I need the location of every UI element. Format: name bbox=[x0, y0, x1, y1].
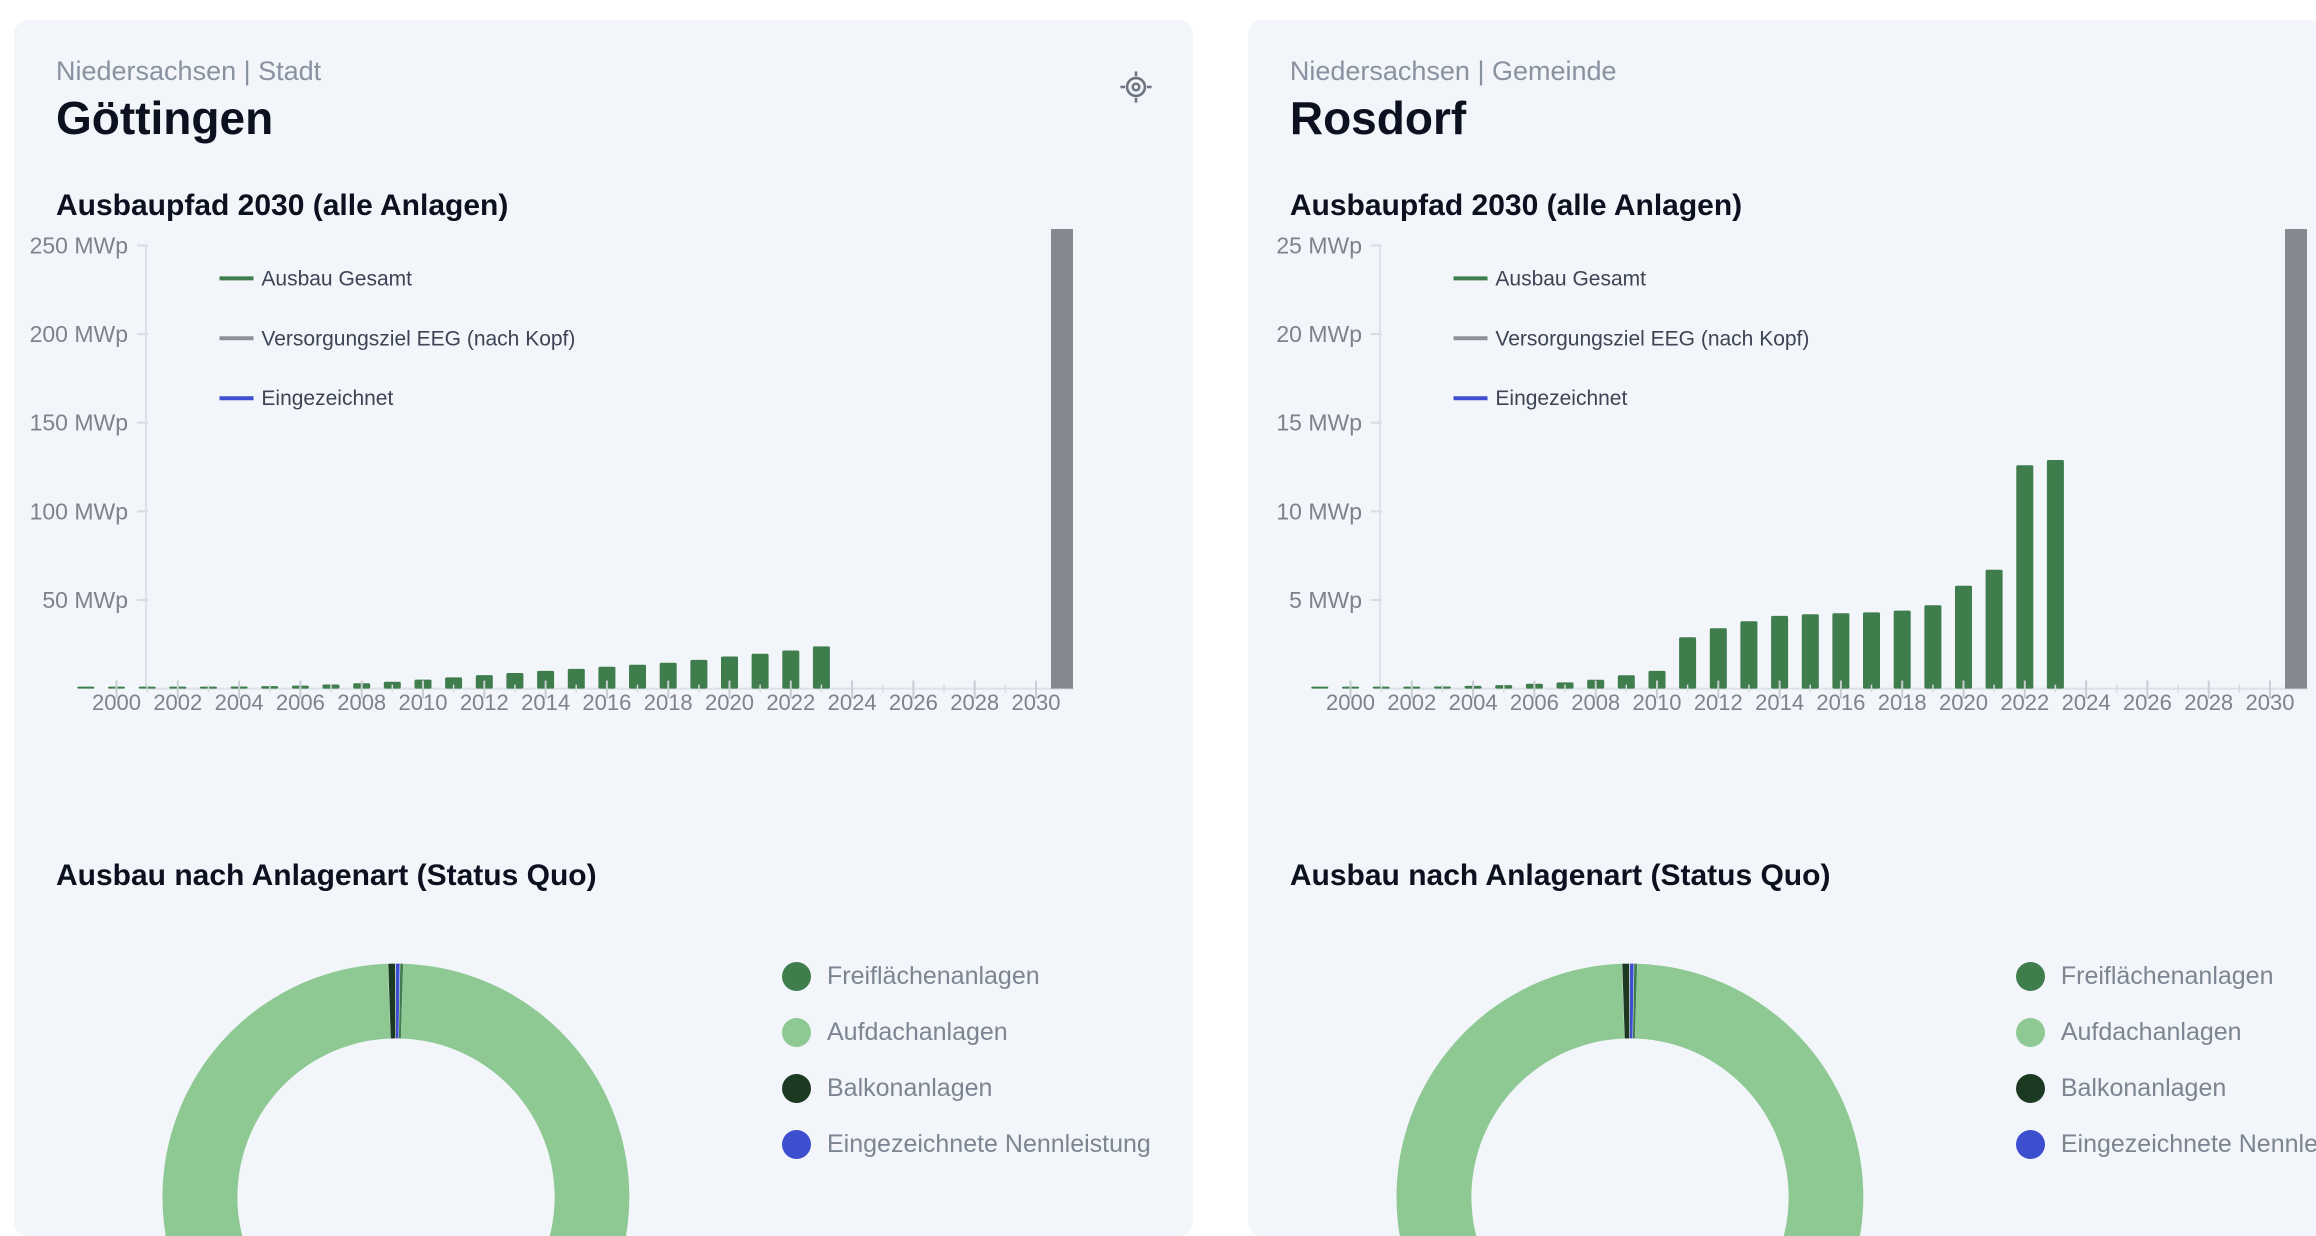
svg-text:2010: 2010 bbox=[1632, 690, 1681, 715]
svg-text:5 MWp: 5 MWp bbox=[1289, 587, 1362, 613]
svg-text:2030: 2030 bbox=[1012, 690, 1061, 715]
svg-text:2014: 2014 bbox=[1755, 690, 1804, 715]
svg-text:2026: 2026 bbox=[889, 690, 938, 715]
svg-text:2016: 2016 bbox=[1816, 690, 1865, 715]
svg-text:2006: 2006 bbox=[276, 690, 325, 715]
svg-text:2000: 2000 bbox=[92, 690, 141, 715]
svg-text:2006: 2006 bbox=[1510, 690, 1559, 715]
svg-text:2008: 2008 bbox=[337, 690, 386, 715]
svg-text:2030: 2030 bbox=[2245, 690, 2294, 715]
svg-text:2014: 2014 bbox=[521, 690, 570, 715]
svg-text:100 MWp: 100 MWp bbox=[30, 498, 128, 524]
svg-text:2020: 2020 bbox=[705, 690, 754, 715]
svg-text:2004: 2004 bbox=[215, 690, 264, 715]
svg-text:Ausbau Gesamt: Ausbau Gesamt bbox=[1495, 267, 1646, 290]
svg-text:2024: 2024 bbox=[828, 690, 877, 715]
svg-text:2000: 2000 bbox=[1326, 690, 1375, 715]
svg-text:2022: 2022 bbox=[766, 690, 815, 715]
svg-text:2002: 2002 bbox=[153, 690, 202, 715]
svg-text:20 MWp: 20 MWp bbox=[1276, 321, 1362, 347]
svg-text:2024: 2024 bbox=[2061, 690, 2110, 715]
svg-text:2002: 2002 bbox=[1387, 690, 1436, 715]
svg-text:2010: 2010 bbox=[399, 690, 448, 715]
svg-text:2004: 2004 bbox=[1448, 690, 1497, 715]
svg-text:25 MWp: 25 MWp bbox=[1276, 233, 1362, 259]
svg-text:2018: 2018 bbox=[644, 690, 693, 715]
svg-text:250 MWp: 250 MWp bbox=[30, 233, 128, 259]
svg-text:2018: 2018 bbox=[1878, 690, 1927, 715]
svg-text:Versorgungsziel EEG (nach Kopf: Versorgungsziel EEG (nach Kopf) bbox=[1495, 327, 1809, 350]
svg-text:10 MWp: 10 MWp bbox=[1276, 498, 1362, 524]
svg-text:2028: 2028 bbox=[950, 690, 999, 715]
svg-text:Eingezeichnet: Eingezeichnet bbox=[1495, 387, 1627, 410]
svg-text:Ausbau Gesamt: Ausbau Gesamt bbox=[261, 267, 412, 290]
svg-text:2022: 2022 bbox=[2000, 690, 2049, 715]
svg-text:50 MWp: 50 MWp bbox=[42, 587, 128, 613]
svg-text:2020: 2020 bbox=[1939, 690, 1988, 715]
svg-text:2012: 2012 bbox=[1694, 690, 1743, 715]
svg-text:2026: 2026 bbox=[2123, 690, 2172, 715]
svg-text:Versorgungsziel EEG (nach Kopf: Versorgungsziel EEG (nach Kopf) bbox=[261, 327, 575, 350]
svg-text:200 MWp: 200 MWp bbox=[30, 321, 128, 347]
svg-text:Eingezeichnet: Eingezeichnet bbox=[261, 387, 393, 410]
svg-text:15 MWp: 15 MWp bbox=[1276, 410, 1362, 436]
svg-text:2008: 2008 bbox=[1571, 690, 1620, 715]
svg-text:2016: 2016 bbox=[582, 690, 631, 715]
svg-text:2012: 2012 bbox=[460, 690, 509, 715]
svg-text:150 MWp: 150 MWp bbox=[30, 410, 128, 436]
svg-text:2028: 2028 bbox=[2184, 690, 2233, 715]
